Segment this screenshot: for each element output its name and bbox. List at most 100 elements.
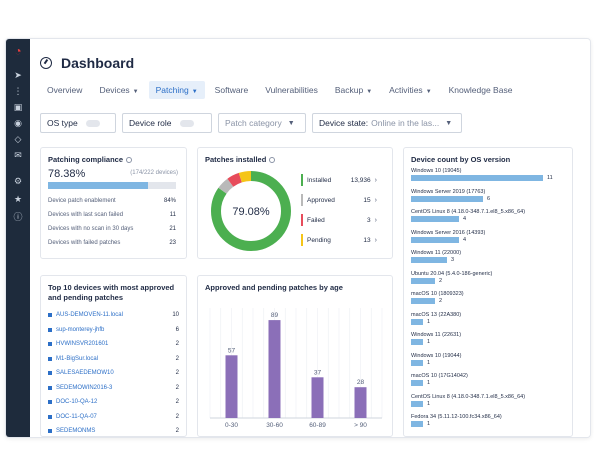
device-state-label: Device state: bbox=[319, 118, 369, 128]
os-row[interactable]: macOS 13 (22A380) 1 bbox=[411, 312, 561, 325]
device-link[interactable]: SEDEMONMS bbox=[48, 428, 95, 434]
os-bar[interactable] bbox=[411, 277, 435, 284]
compliance-row-value: 11 bbox=[169, 212, 176, 218]
list-item[interactable]: SEDEMONMS 2 bbox=[48, 428, 179, 434]
tag-icon[interactable]: ◇ bbox=[14, 134, 22, 144]
device-icon bbox=[48, 429, 52, 433]
os-row[interactable]: Windows 10 (19044) 1 bbox=[411, 353, 561, 366]
compliance-percent: 78.38% bbox=[48, 168, 86, 180]
compliance-row: Devices with last scan failed 11 bbox=[48, 212, 176, 218]
device-link[interactable]: SALESAEDEMOW10 bbox=[48, 370, 114, 376]
os-bar-line: 11 bbox=[411, 175, 561, 181]
os-label: Windows Server 2019 (17763) bbox=[411, 188, 486, 195]
os-value: 1 bbox=[427, 359, 431, 366]
os-bar[interactable] bbox=[411, 298, 435, 304]
os-value: 1 bbox=[427, 380, 431, 386]
bar-0-30[interactable] bbox=[225, 355, 238, 418]
os-row[interactable]: Windows 10 (19045) 11 bbox=[411, 168, 561, 181]
bar-90[interactable] bbox=[354, 387, 367, 418]
tab-patching[interactable]: Patching ▼ bbox=[148, 81, 205, 99]
os-value: 1 bbox=[427, 421, 431, 427]
device-link[interactable]: HVWINSVR201601 bbox=[48, 341, 108, 347]
list-item[interactable]: DOC-10-QA-12 2 bbox=[48, 399, 179, 405]
info-icon[interactable] bbox=[269, 157, 276, 164]
os-bar[interactable] bbox=[411, 236, 459, 243]
patch-category-filter[interactable]: Patch category ▼ bbox=[218, 113, 306, 133]
os-row[interactable]: CentOS Linux 8 (4.18.0-348.7.1.el8_5.x86… bbox=[411, 209, 561, 222]
os-row[interactable]: Windows Server 2019 (17763) 6 bbox=[411, 189, 561, 202]
os-type-label: OS type bbox=[47, 118, 78, 128]
os-label: Windows Server 2016 (14393) bbox=[411, 229, 486, 236]
gear-icon[interactable]: ⚙ bbox=[13, 176, 23, 186]
legend-item-approved[interactable]: Approved 15 › bbox=[301, 192, 377, 208]
tab-activities[interactable]: Activities ▼ bbox=[382, 81, 439, 99]
os-bar[interactable] bbox=[411, 216, 459, 222]
device-link[interactable]: SEDEMOWIN2016-3 bbox=[48, 385, 112, 391]
legend-item-installed[interactable]: Installed 13,936 › bbox=[301, 172, 377, 188]
mail-icon[interactable]: ✉ bbox=[14, 150, 22, 160]
device-link[interactable]: sup-monterey-jhfb bbox=[48, 327, 104, 333]
device-link[interactable]: DOC-10-QA-12 bbox=[48, 399, 97, 405]
device-count: 2 bbox=[175, 341, 179, 347]
patch-category-label: Patch category bbox=[225, 118, 282, 128]
device-icon bbox=[48, 313, 52, 317]
bar-60-89[interactable] bbox=[311, 377, 324, 418]
os-row[interactable]: Ubuntu 20.04 (5.4.0-186-generic) 2 bbox=[411, 271, 561, 284]
os-row[interactable]: Windows 11 (22631) 1 bbox=[411, 332, 561, 345]
os-type-filter[interactable]: OS type bbox=[40, 113, 116, 133]
os-row[interactable]: macOS 10 (17G14042) 1 bbox=[411, 373, 561, 386]
age-chart-card: Approved and pending patches by age 57 0-… bbox=[197, 275, 393, 437]
patch-icon[interactable]: ◉ bbox=[14, 118, 22, 128]
list-item[interactable]: SALESAEDEMOW10 2 bbox=[48, 370, 179, 376]
os-bar[interactable] bbox=[411, 380, 423, 386]
device-link[interactable]: DOC-11-QA-07 bbox=[48, 414, 97, 420]
os-label: Windows 10 (19045) bbox=[411, 168, 462, 174]
star-icon[interactable]: ★ bbox=[13, 194, 23, 204]
dashboard-icon bbox=[40, 57, 52, 69]
os-bar[interactable] bbox=[411, 318, 423, 325]
device-icon bbox=[48, 414, 52, 419]
device-state-filter[interactable]: Device state: Online in the las... ▼ bbox=[312, 113, 462, 133]
monitor-icon[interactable]: ▣ bbox=[13, 102, 23, 112]
device-link[interactable]: AUS-DEMOVEN-11.local bbox=[48, 312, 123, 318]
legend-item-failed[interactable]: Failed 3 › bbox=[301, 212, 377, 228]
os-bar[interactable] bbox=[411, 421, 423, 427]
device-link[interactable]: M1-BigSur.local bbox=[48, 356, 98, 362]
info-icon[interactable] bbox=[126, 157, 133, 164]
os-bar[interactable] bbox=[411, 359, 423, 366]
dots-icon[interactable]: ⋮ bbox=[13, 86, 23, 96]
os-bar[interactable] bbox=[411, 195, 483, 202]
list-item[interactable]: SEDEMOWIN2016-3 2 bbox=[48, 385, 179, 391]
legend-item-pending[interactable]: Pending 13 › bbox=[301, 232, 377, 248]
os-type-toggle[interactable] bbox=[85, 119, 100, 127]
tab-knowledge-base[interactable]: Knowledge Base bbox=[442, 81, 520, 99]
list-item[interactable]: AUS-DEMOVEN-11.local 10 bbox=[48, 312, 179, 318]
list-item[interactable]: M1-BigSur.local 2 bbox=[48, 356, 179, 362]
donut-slice-pending[interactable] bbox=[211, 171, 291, 251]
tab-vulnerabilities[interactable]: Vulnerabilities bbox=[258, 81, 325, 99]
list-item[interactable]: HVWINSVR201601 2 bbox=[48, 341, 179, 347]
bar-30-60[interactable] bbox=[268, 320, 281, 418]
cursor-icon[interactable]: ➤ bbox=[14, 70, 22, 80]
os-row[interactable]: Windows 11 (22000) 3 bbox=[411, 250, 561, 263]
os-row[interactable]: CentOS Linux 8 (4.18.0-348.7.1.el8_5.x86… bbox=[411, 394, 561, 407]
os-bar[interactable] bbox=[411, 339, 423, 345]
device-role-filter[interactable]: Device role bbox=[122, 113, 212, 133]
patches-installed-title: Patches installed bbox=[205, 155, 267, 164]
list-item[interactable]: DOC-11-QA-07 2 bbox=[48, 414, 179, 420]
os-bar[interactable] bbox=[411, 400, 423, 407]
x-tick-label: 60-89 bbox=[309, 422, 326, 429]
os-row[interactable]: macOS 10 (1809323) 2 bbox=[411, 291, 561, 304]
tab-backup[interactable]: Backup ▼ bbox=[328, 81, 379, 99]
tab-software[interactable]: Software bbox=[208, 81, 256, 99]
os-row[interactable]: Windows Server 2016 (14393) 4 bbox=[411, 230, 561, 243]
list-item[interactable]: sup-monterey-jhfb 6 bbox=[48, 327, 179, 333]
os-row[interactable]: Fedora 34 (5.11.12-100.fc34.x86_64) 1 bbox=[411, 414, 561, 427]
tab-devices[interactable]: Devices ▼ bbox=[92, 81, 145, 99]
device-role-toggle[interactable] bbox=[179, 119, 194, 127]
tab-overview[interactable]: Overview bbox=[40, 81, 89, 99]
info-icon[interactable]: ⓘ bbox=[13, 212, 23, 222]
os-bar[interactable] bbox=[411, 175, 543, 181]
logo-icon[interactable]: ◔ bbox=[14, 44, 22, 58]
os-bar[interactable] bbox=[411, 257, 447, 263]
